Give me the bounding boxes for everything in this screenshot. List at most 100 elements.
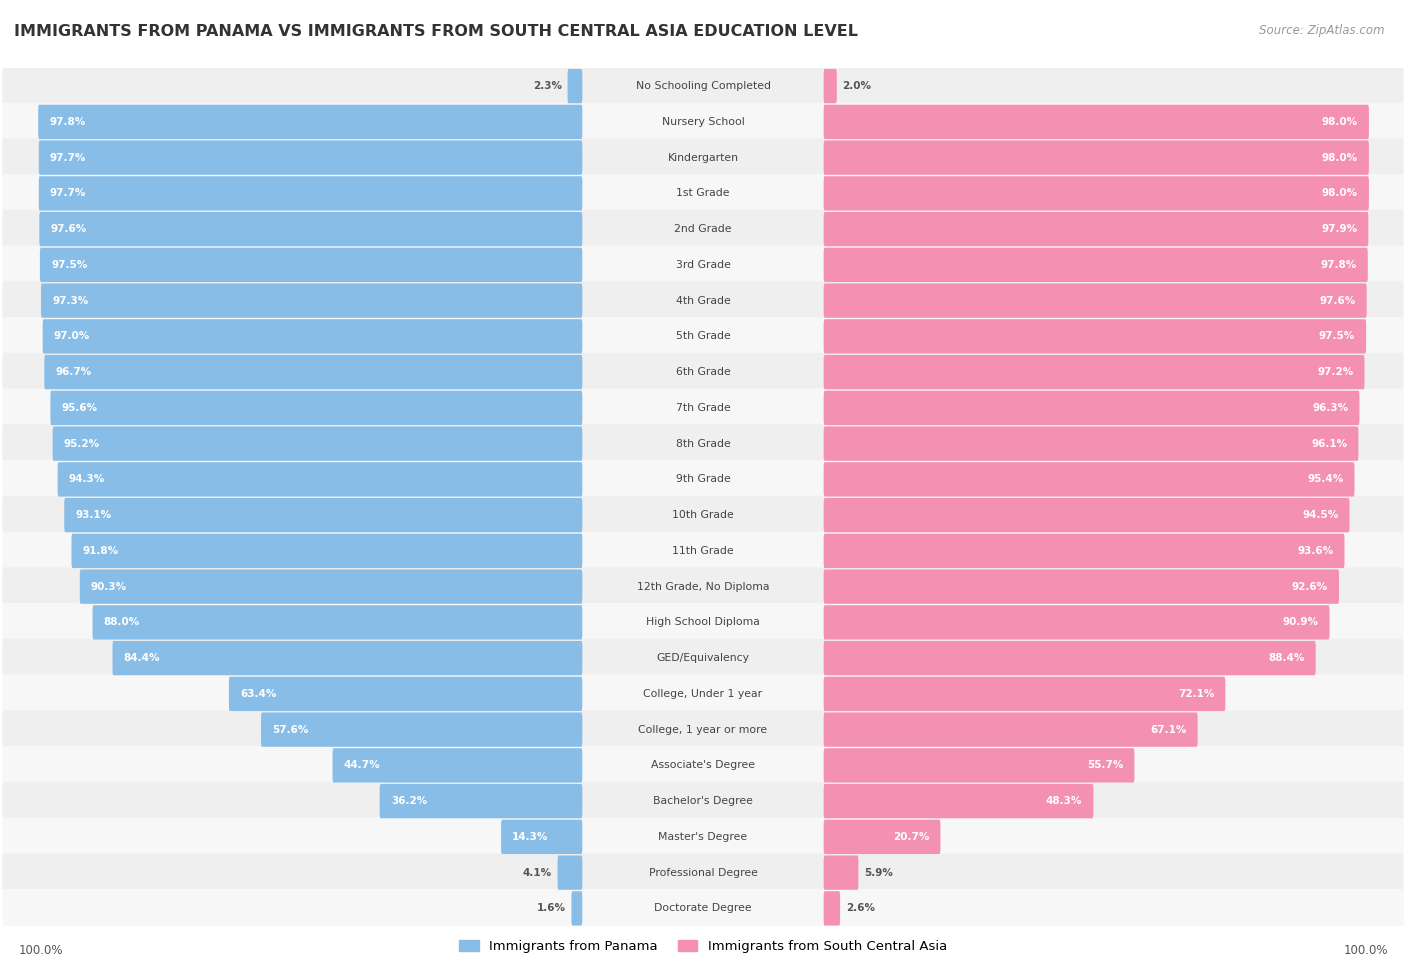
FancyBboxPatch shape	[262, 713, 582, 747]
FancyBboxPatch shape	[3, 531, 1403, 570]
FancyBboxPatch shape	[824, 212, 1368, 247]
FancyBboxPatch shape	[3, 711, 1403, 749]
FancyBboxPatch shape	[3, 782, 1403, 820]
FancyBboxPatch shape	[824, 104, 1369, 139]
Text: 12th Grade, No Diploma: 12th Grade, No Diploma	[637, 582, 769, 592]
Text: 97.6%: 97.6%	[1319, 295, 1355, 305]
FancyBboxPatch shape	[333, 748, 582, 783]
FancyBboxPatch shape	[568, 69, 582, 103]
Text: 44.7%: 44.7%	[343, 760, 381, 770]
FancyBboxPatch shape	[3, 102, 1403, 141]
FancyBboxPatch shape	[824, 748, 1135, 783]
Text: 96.7%: 96.7%	[55, 368, 91, 377]
Text: 11th Grade: 11th Grade	[672, 546, 734, 556]
FancyBboxPatch shape	[824, 855, 859, 890]
Text: 72.1%: 72.1%	[1178, 689, 1215, 699]
Text: 2nd Grade: 2nd Grade	[675, 224, 731, 234]
Text: 2.3%: 2.3%	[533, 81, 562, 91]
Text: 14.3%: 14.3%	[512, 832, 548, 841]
FancyBboxPatch shape	[3, 818, 1403, 856]
FancyBboxPatch shape	[824, 605, 1330, 640]
FancyBboxPatch shape	[824, 641, 1316, 676]
Text: 55.7%: 55.7%	[1087, 760, 1123, 770]
Text: 5.9%: 5.9%	[865, 868, 893, 878]
FancyBboxPatch shape	[501, 820, 582, 854]
FancyBboxPatch shape	[112, 641, 582, 676]
FancyBboxPatch shape	[3, 246, 1403, 284]
Text: 48.3%: 48.3%	[1046, 797, 1083, 806]
FancyBboxPatch shape	[3, 853, 1403, 892]
FancyBboxPatch shape	[3, 67, 1403, 105]
Text: 97.2%: 97.2%	[1317, 368, 1354, 377]
FancyBboxPatch shape	[824, 677, 1226, 711]
FancyBboxPatch shape	[3, 353, 1403, 391]
Text: 10th Grade: 10th Grade	[672, 510, 734, 520]
Legend: Immigrants from Panama, Immigrants from South Central Asia: Immigrants from Panama, Immigrants from …	[454, 934, 952, 958]
FancyBboxPatch shape	[824, 319, 1367, 354]
Text: 97.8%: 97.8%	[49, 117, 86, 127]
Text: 97.3%: 97.3%	[52, 295, 89, 305]
Text: 84.4%: 84.4%	[124, 653, 160, 663]
Text: 88.4%: 88.4%	[1268, 653, 1305, 663]
Text: Associate's Degree: Associate's Degree	[651, 760, 755, 770]
Text: 95.2%: 95.2%	[63, 439, 100, 448]
Text: No Schooling Completed: No Schooling Completed	[636, 81, 770, 91]
Text: 90.9%: 90.9%	[1282, 617, 1319, 627]
FancyBboxPatch shape	[39, 212, 582, 247]
FancyBboxPatch shape	[93, 605, 582, 640]
Text: 8th Grade: 8th Grade	[676, 439, 730, 448]
Text: 1st Grade: 1st Grade	[676, 188, 730, 198]
Text: 97.9%: 97.9%	[1322, 224, 1357, 234]
Text: 91.8%: 91.8%	[83, 546, 118, 556]
FancyBboxPatch shape	[380, 784, 582, 818]
Text: IMMIGRANTS FROM PANAMA VS IMMIGRANTS FROM SOUTH CENTRAL ASIA EDUCATION LEVEL: IMMIGRANTS FROM PANAMA VS IMMIGRANTS FRO…	[14, 24, 858, 39]
FancyBboxPatch shape	[42, 319, 582, 354]
Text: 36.2%: 36.2%	[391, 797, 427, 806]
Text: Kindergarten: Kindergarten	[668, 153, 738, 163]
Text: 20.7%: 20.7%	[893, 832, 929, 841]
Text: 97.6%: 97.6%	[51, 224, 87, 234]
FancyBboxPatch shape	[824, 176, 1369, 211]
Text: 96.3%: 96.3%	[1312, 403, 1348, 412]
FancyBboxPatch shape	[51, 391, 582, 425]
Text: 97.7%: 97.7%	[51, 153, 86, 163]
Text: 94.5%: 94.5%	[1302, 510, 1339, 520]
FancyBboxPatch shape	[3, 567, 1403, 605]
FancyBboxPatch shape	[41, 284, 582, 318]
FancyBboxPatch shape	[824, 713, 1198, 747]
Text: 7th Grade: 7th Grade	[676, 403, 730, 412]
FancyBboxPatch shape	[824, 284, 1367, 318]
FancyBboxPatch shape	[3, 138, 1403, 176]
FancyBboxPatch shape	[3, 424, 1403, 463]
FancyBboxPatch shape	[229, 677, 582, 711]
FancyBboxPatch shape	[3, 389, 1403, 427]
Text: Nursery School: Nursery School	[662, 117, 744, 127]
FancyBboxPatch shape	[571, 891, 582, 925]
Text: 6th Grade: 6th Grade	[676, 368, 730, 377]
FancyBboxPatch shape	[3, 496, 1403, 534]
Text: 92.6%: 92.6%	[1292, 582, 1327, 592]
Text: 4.1%: 4.1%	[523, 868, 551, 878]
Text: 100.0%: 100.0%	[18, 944, 63, 957]
FancyBboxPatch shape	[80, 569, 582, 604]
Text: 3rd Grade: 3rd Grade	[675, 260, 731, 270]
FancyBboxPatch shape	[38, 104, 582, 139]
FancyBboxPatch shape	[824, 140, 1369, 175]
Text: 90.3%: 90.3%	[91, 582, 127, 592]
Text: 94.3%: 94.3%	[69, 475, 105, 485]
Text: 98.0%: 98.0%	[1322, 188, 1358, 198]
Text: 100.0%: 100.0%	[1343, 944, 1388, 957]
Text: 1.6%: 1.6%	[537, 904, 565, 914]
FancyBboxPatch shape	[824, 248, 1368, 282]
Text: 5th Grade: 5th Grade	[676, 332, 730, 341]
FancyBboxPatch shape	[45, 355, 582, 389]
FancyBboxPatch shape	[824, 820, 941, 854]
Text: GED/Equivalency: GED/Equivalency	[657, 653, 749, 663]
FancyBboxPatch shape	[824, 569, 1339, 604]
Text: 95.6%: 95.6%	[62, 403, 97, 412]
FancyBboxPatch shape	[3, 210, 1403, 249]
FancyBboxPatch shape	[3, 675, 1403, 713]
FancyBboxPatch shape	[3, 604, 1403, 642]
FancyBboxPatch shape	[3, 889, 1403, 927]
Text: 9th Grade: 9th Grade	[676, 475, 730, 485]
